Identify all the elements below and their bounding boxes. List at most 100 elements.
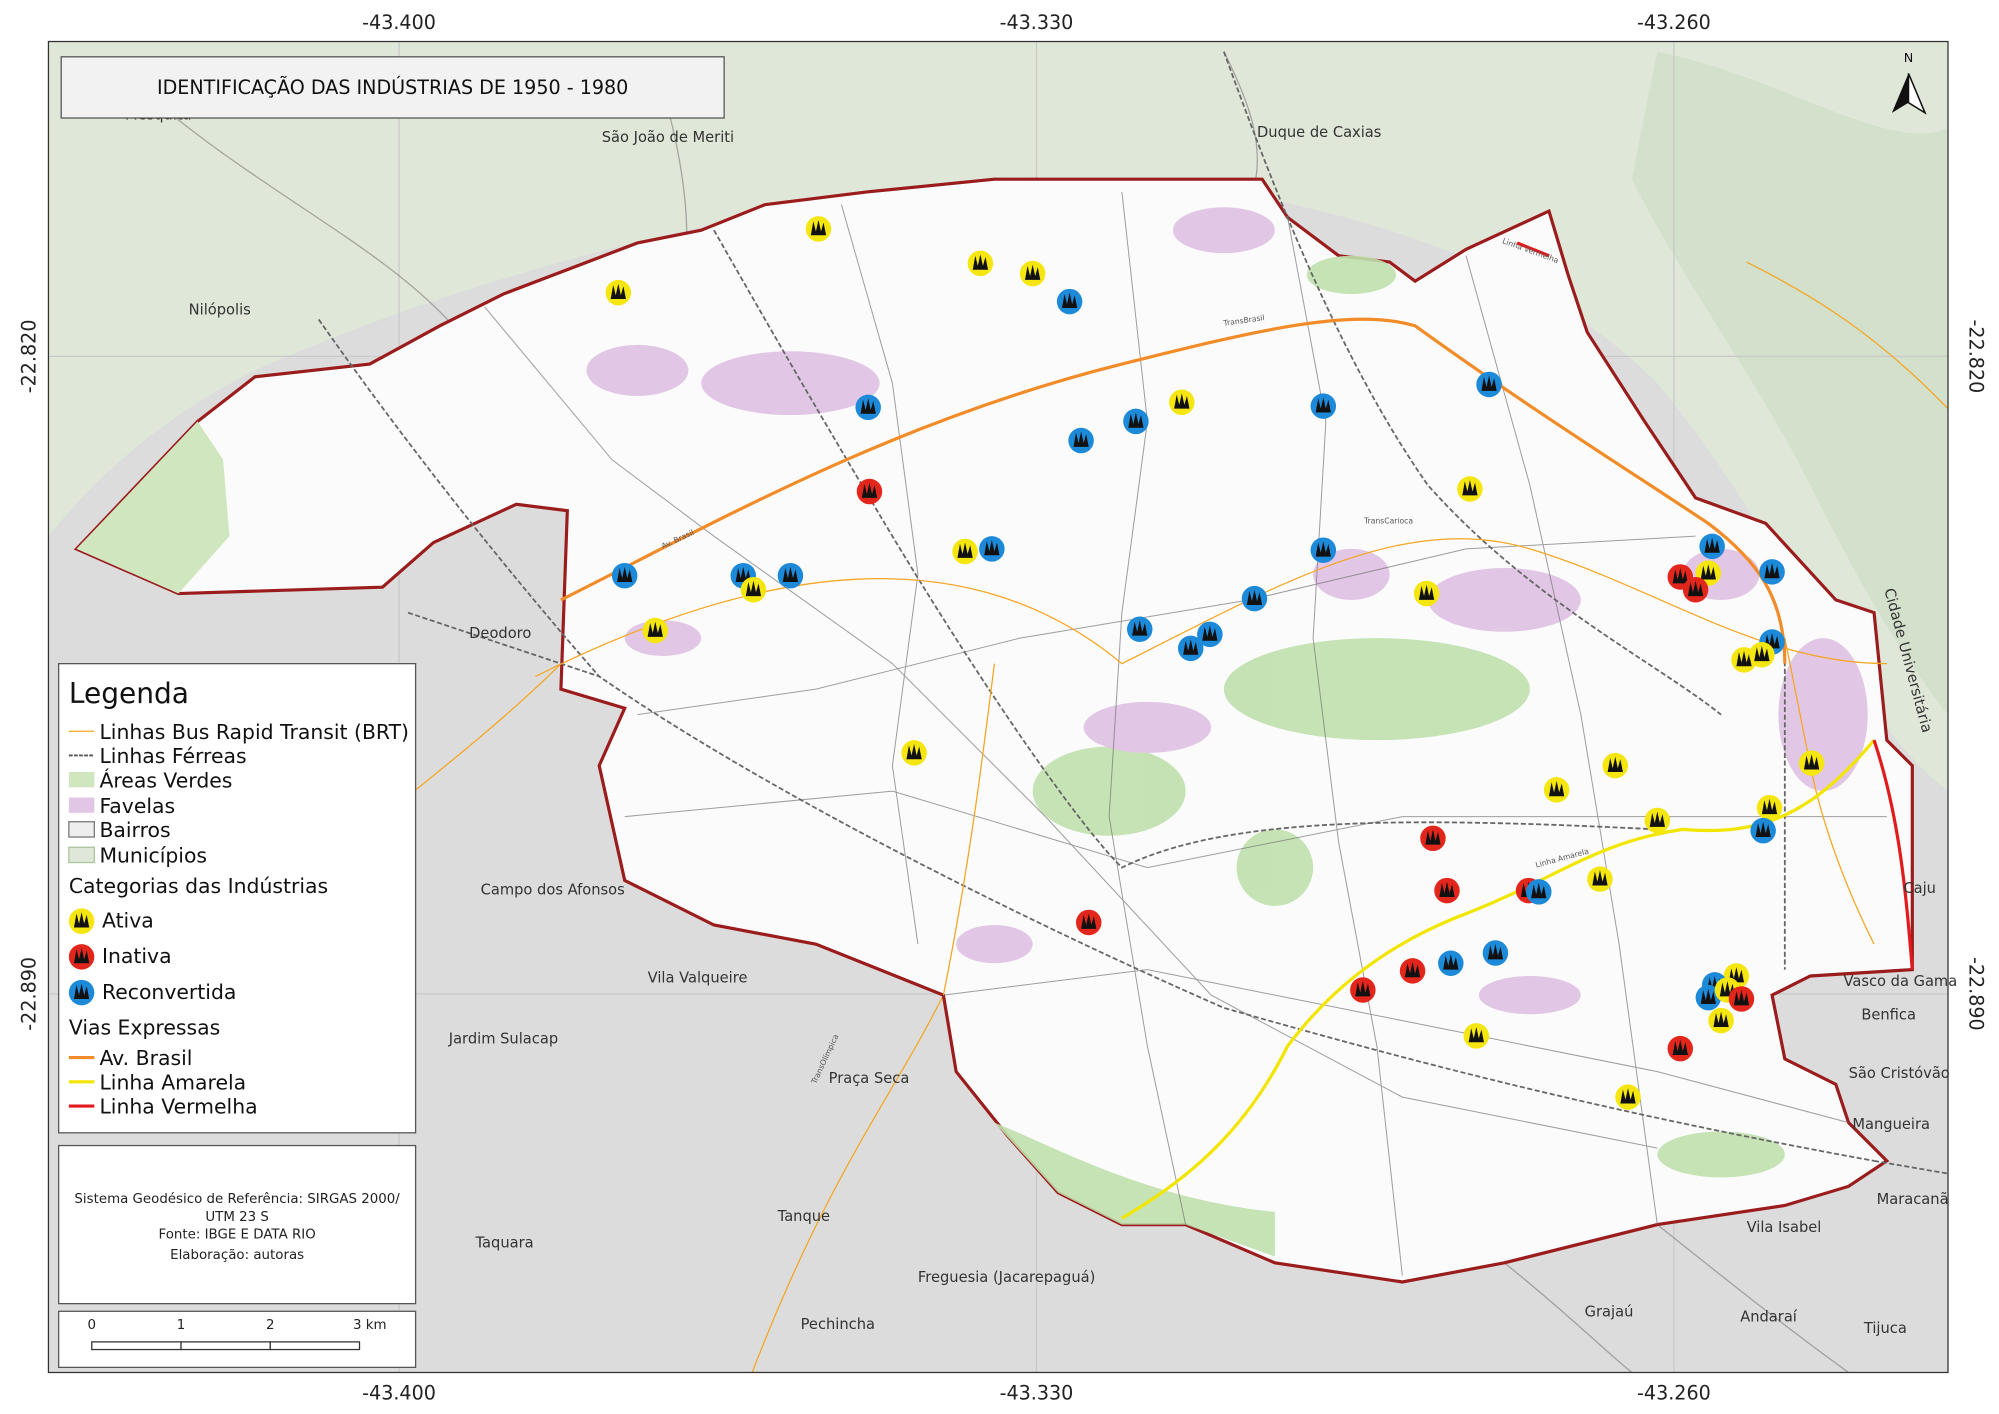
industry-active (1749, 641, 1775, 668)
industry-icon (1425, 829, 1441, 845)
industry-reconverted (1699, 533, 1725, 560)
legend-label: Municípios (99, 844, 207, 868)
brt-line (535, 538, 1887, 677)
industry-reconverted (1310, 393, 1337, 419)
outer-borders (127, 51, 1849, 1374)
industry-inactive (68, 944, 95, 970)
railways (317, 51, 1949, 1175)
bairro-boundary (484, 306, 1658, 1149)
title-box (60, 56, 725, 119)
map-frame (47, 40, 1949, 1374)
industry-icon (957, 542, 973, 558)
industry-icon (1620, 1088, 1636, 1104)
scale-segment (91, 1341, 182, 1351)
industry-icon (1761, 798, 1778, 815)
map-title: IDENTIFICAÇÃO DAS INDÚSTRIAS DE 1950 - 1… (157, 75, 628, 99)
industry-active (1463, 1023, 1490, 1049)
industry-icon (1462, 480, 1478, 496)
industry-active (1756, 794, 1783, 821)
industry-icon (1315, 541, 1331, 557)
railway (407, 611, 600, 678)
brt-line (1746, 261, 1949, 410)
industry-icon (1246, 589, 1263, 606)
industry-icon (810, 219, 827, 236)
industry-icon (745, 580, 762, 597)
industry-icon (1404, 961, 1421, 978)
border (1223, 51, 1259, 180)
latitude-label: -22.820 (1965, 320, 1988, 394)
study-area (73, 177, 1914, 1284)
industry-active (1457, 476, 1483, 502)
railway (1873, 1159, 1949, 1175)
legend-symbol (68, 772, 95, 788)
latitude-label: -22.890 (1965, 957, 1988, 1031)
industry-icon (610, 283, 626, 300)
legend-title: Legenda (69, 677, 189, 710)
industry-icon (1439, 881, 1455, 897)
industry-icon (1024, 264, 1041, 280)
industry-active (952, 538, 978, 565)
industry-active (1169, 389, 1195, 416)
bairro-boundary (1287, 217, 1403, 1276)
industry-icon (73, 983, 90, 999)
place-label: Mangueira (1852, 1116, 1930, 1133)
favela (586, 344, 689, 396)
industry-icon (735, 566, 751, 583)
industry-icon (1183, 639, 1199, 655)
green-area (1223, 638, 1530, 741)
green-area (1306, 255, 1396, 294)
industry-icon (1764, 562, 1780, 579)
industry-reconverted (1476, 371, 1502, 398)
industry-icon (1672, 568, 1688, 584)
legend: Legenda Linhas Bus Rapid Transit (BRT) L… (58, 663, 417, 1134)
industry-active (1602, 752, 1629, 779)
scale-label: 3 km (353, 1318, 387, 1333)
place-label: Andaraí (1740, 1308, 1798, 1325)
industry-active (740, 576, 767, 603)
legend-box (58, 663, 417, 1134)
industry-active (901, 740, 927, 766)
north-arrow-right (1907, 73, 1927, 115)
industry-reconverted (1197, 621, 1223, 648)
favelas (586, 207, 1868, 1015)
industry-inactive (1667, 1035, 1694, 1062)
industry-reconverted (1750, 817, 1776, 844)
border (1503, 1262, 1633, 1373)
linha-amarela (1121, 739, 1876, 1220)
industry-inactive (1728, 986, 1755, 1012)
industry-inactive (1434, 877, 1460, 904)
coordinate-labels: -43.400 -43.330 -43.260 -43.400 -43.330 … (18, 11, 1988, 1404)
place-label: Taquara (475, 1235, 534, 1252)
scale-label: 0 (88, 1318, 97, 1333)
credits-box (58, 1144, 417, 1305)
industry-icon (1073, 431, 1089, 447)
place-label: São Cristóvão (1849, 1065, 1950, 1082)
legend-label: Linha Amarela (99, 1070, 246, 1094)
industry-icon (1315, 397, 1331, 413)
industry-icon (1713, 1011, 1729, 1027)
industry-active (642, 617, 669, 644)
industry-active (605, 279, 632, 306)
longitude-label: -43.400 (362, 11, 436, 34)
industry-icon (1754, 645, 1770, 662)
bairros (484, 191, 1887, 1276)
green-area (994, 1122, 1275, 1257)
linha-vermelha (1516, 241, 1914, 970)
credit-line: Fonte: IBGE E DATA RIO (159, 1228, 316, 1243)
longitude-label: -43.330 (1000, 1381, 1074, 1404)
study-area-features (76, 51, 1949, 1276)
legend-label: Linhas Férreas (99, 744, 246, 768)
industry-icon (1700, 988, 1716, 1005)
place-label: Tanque (777, 1208, 830, 1225)
industry-reconverted (1438, 950, 1464, 976)
industry-active (1798, 750, 1825, 776)
industry-icon (1081, 913, 1097, 929)
favela (701, 351, 880, 416)
north-label: N (1904, 51, 1914, 66)
industry-icon (73, 912, 90, 928)
legend-label: Reconvertida (102, 980, 236, 1004)
latitude-label: -22.890 (18, 957, 41, 1031)
place-label: São João de Meriti (602, 129, 734, 146)
place-label: Freguesia (Jacarepaguá) (918, 1269, 1095, 1286)
